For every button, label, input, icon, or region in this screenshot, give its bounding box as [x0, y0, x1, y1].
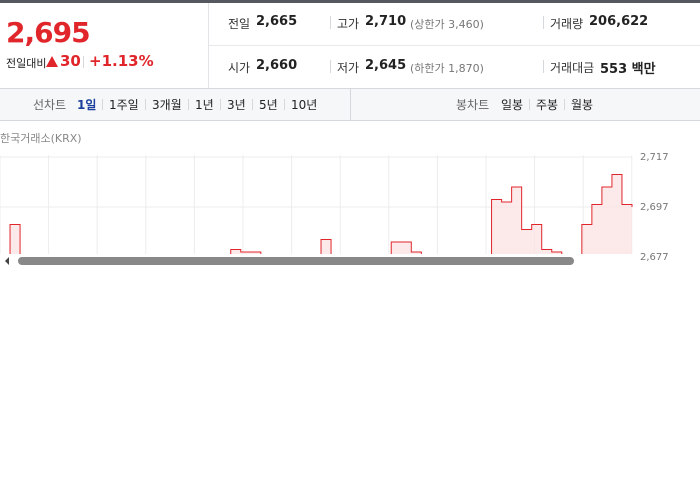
stat-label: 전일 — [228, 17, 251, 31]
y-tick-label: 2,677 — [640, 252, 669, 263]
change-rate: +1.13% — [89, 52, 154, 70]
divider — [220, 99, 221, 110]
candle-tab[interactable]: 일봉 — [501, 98, 524, 112]
stat-value: 2,645 — [365, 58, 407, 73]
change: 30 — [60, 52, 81, 70]
divider — [564, 99, 565, 110]
stat-note: (상한가 3,460) — [410, 18, 484, 31]
top-border — [0, 0, 700, 3]
change-label: 전일대비 — [6, 57, 47, 70]
divider — [208, 3, 209, 88]
period-tab[interactable]: 1주일 — [109, 98, 139, 112]
candle-tab[interactable]: 월봉 — [571, 98, 594, 112]
period-tab[interactable]: 3년 — [227, 98, 246, 112]
up-icon — [46, 56, 58, 67]
stat-label: 고가 — [337, 17, 360, 31]
period-tab[interactable]: 1년 — [195, 98, 214, 112]
divider — [350, 89, 351, 120]
stat-label: 거래대금 — [550, 61, 595, 75]
period-tab[interactable]: 3개월 — [152, 98, 182, 112]
divider — [252, 99, 253, 110]
divider — [188, 99, 189, 110]
divider — [543, 60, 544, 73]
divider — [284, 99, 285, 110]
divider — [529, 99, 530, 110]
stat-value: 2,710 — [365, 14, 407, 29]
period-tab[interactable]: 5년 — [259, 98, 278, 112]
price: 2,695 — [6, 16, 91, 49]
stat-value: 206,622 — [589, 14, 649, 29]
period-tab[interactable]: 1일 — [77, 98, 97, 112]
candle-tab[interactable]: 주봉 — [536, 98, 559, 112]
price-line — [9, 174, 633, 254]
stat-value: 2,660 — [256, 58, 298, 73]
divider — [102, 99, 103, 110]
stat-label: 시가 — [228, 61, 251, 75]
divider — [330, 60, 331, 73]
stat-label: 저가 — [337, 61, 360, 75]
stat-value: 553 백만 — [600, 62, 656, 77]
scroll-arrow[interactable] — [5, 257, 9, 265]
source: 한국거래소(KRX) — [0, 132, 82, 145]
scrollbar-thumb[interactable] — [18, 257, 574, 265]
tab-group-label: 봉차트 — [456, 98, 490, 112]
divider — [145, 99, 146, 110]
y-tick-label: 2,697 — [640, 202, 669, 213]
stat-label: 거래량 — [550, 17, 584, 31]
divider — [330, 16, 331, 29]
period-tab[interactable]: 10년 — [291, 98, 318, 112]
chart: 2,717 2,697 2,677 — [0, 152, 669, 265]
divider — [83, 56, 84, 68]
divider — [543, 16, 544, 29]
stat-value: 2,665 — [256, 14, 298, 29]
divider — [209, 45, 700, 46]
tab-group-label: 선차트 — [33, 98, 67, 112]
price-area — [10, 174, 632, 254]
stat-note: (하한가 1,870) — [410, 62, 484, 75]
y-tick-label: 2,717 — [640, 152, 669, 163]
